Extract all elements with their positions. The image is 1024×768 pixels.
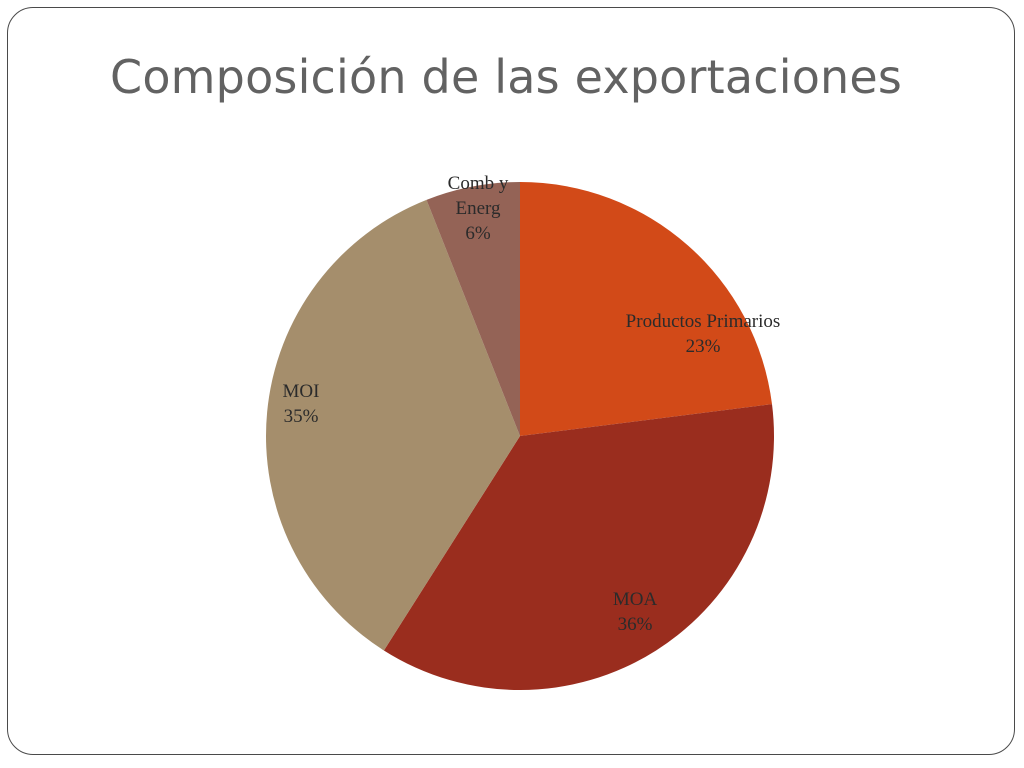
pie-percent-comb-y-energ: 6% (465, 223, 491, 244)
pie-slice-comb-y-energ (426, 182, 520, 436)
pie-label-moi: MOI 35% (283, 381, 320, 427)
pie-label-line: Energ (455, 198, 501, 219)
pie-label-line: Comb y (448, 173, 509, 194)
pie-percent-moi: 35% (284, 406, 319, 427)
pie-slice-productos-primarios (520, 182, 772, 436)
pie-label-productos-primarios: Productos Primarios 23% (626, 311, 781, 357)
pie-label-comb-y-energ: Comb y Energ 6% (448, 173, 509, 244)
pie-label-line: Productos Primarios (626, 311, 781, 332)
pie-label-line: MOI (283, 381, 320, 402)
pie-label-line: MOA (613, 589, 658, 610)
pie-percent-moa: 36% (618, 614, 653, 635)
pie-slice-moi (266, 199, 520, 651)
slide-title: Composición de las exportaciones (110, 50, 903, 104)
pie-slice-moa (383, 404, 775, 691)
pie-label-moa: MOA 36% (613, 589, 658, 635)
pie-percent-productos-primarios: 23% (686, 336, 721, 357)
